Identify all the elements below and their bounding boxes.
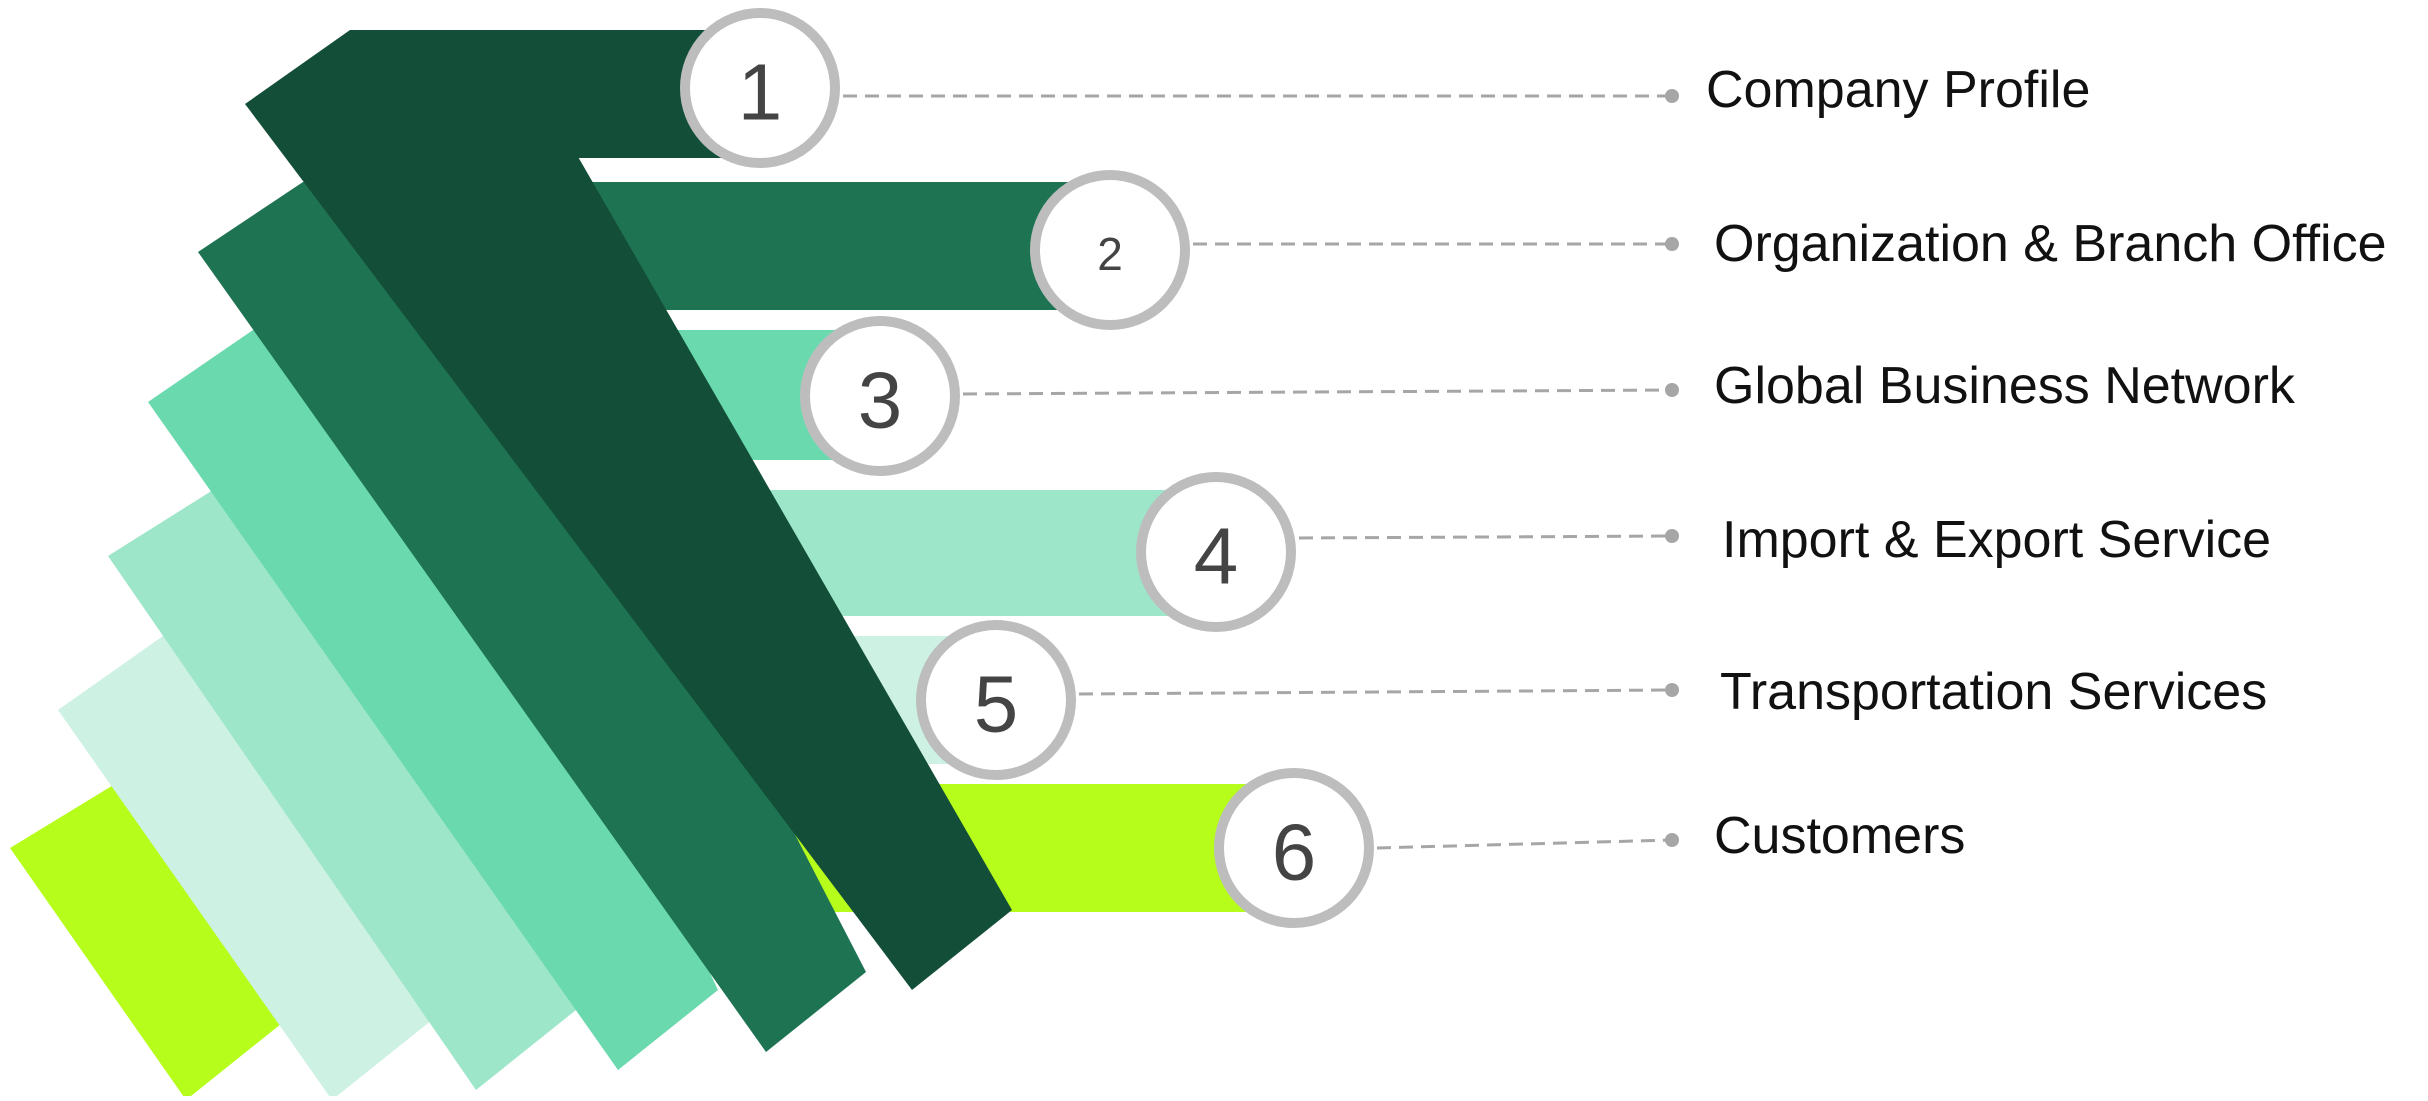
connector-line-4 (1298, 534, 1673, 540)
number-badge-3 (800, 316, 960, 476)
connector-line-6 (1376, 838, 1673, 850)
number-badge-4 (1136, 472, 1296, 632)
badge-number-2: 2 (1097, 228, 1123, 280)
connector-line-3 (962, 388, 1673, 396)
connector-dot-6 (1665, 833, 1679, 847)
badge-number-5: 5 (974, 660, 1019, 749)
badge-number-4: 4 (1194, 512, 1239, 601)
connector-dot-3 (1665, 383, 1679, 397)
number-badge-1 (680, 8, 840, 168)
ribbon-diagonal-3 (148, 330, 718, 1070)
item-label-organization-branch-office: Organization & Branch Office (1714, 215, 2387, 273)
item-label-company-profile: Company Profile (1706, 61, 2091, 119)
number-badge-5 (916, 620, 1076, 780)
badge-number-1: 1 (738, 48, 783, 137)
connector-dot-2 (1665, 237, 1679, 251)
number-badge-6 (1214, 768, 1374, 928)
connector-line-5 (1078, 688, 1673, 696)
connector-dot-1 (1665, 89, 1679, 103)
number-badge-2 (1030, 170, 1190, 330)
badge-number-6: 6 (1272, 808, 1317, 897)
item-label-global-business-network: Global Business Network (1714, 357, 2295, 415)
connector-dot-4 (1665, 529, 1679, 543)
connector-dot-5 (1665, 683, 1679, 697)
item-label-import-export-service: Import & Export Service (1722, 511, 2272, 569)
badge-number-3: 3 (858, 356, 903, 445)
ribbon-diagonal-4 (108, 490, 576, 1090)
item-label-customers: Customers (1714, 807, 1966, 865)
ribbon-diagonal-2 (198, 182, 866, 1052)
item-label-transportation-services: Transportation Services (1720, 663, 2268, 721)
ribbon-diagonal-1 (245, 30, 1012, 990)
